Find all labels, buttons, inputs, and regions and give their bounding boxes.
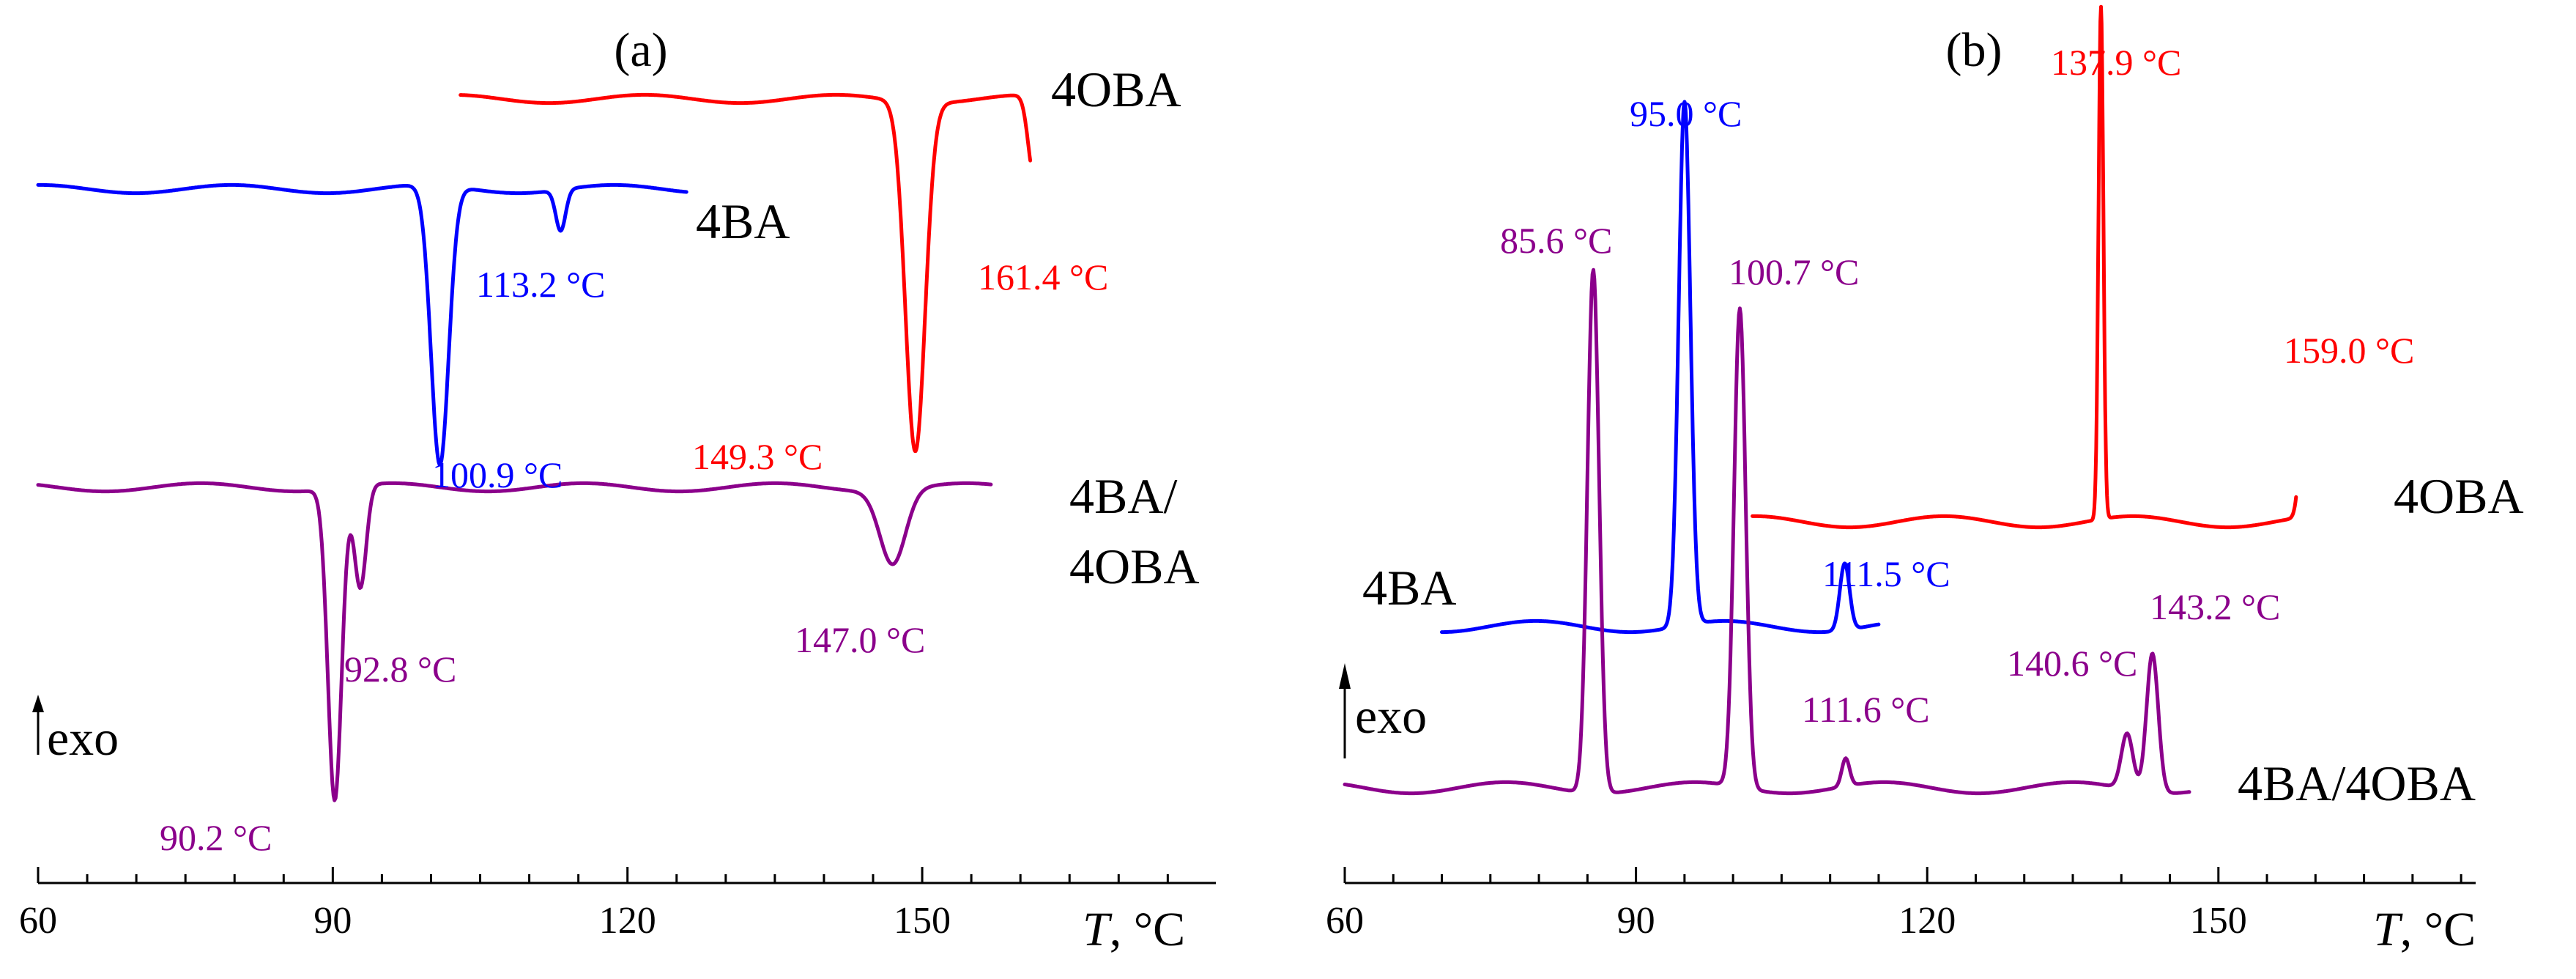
panel-b-peak-label: 111.5 °C [1822,553,1950,594]
panel-b-x-axis-title: T, °C [2373,903,2476,956]
panel-a-tick-label: 150 [894,900,951,942]
panel-a-tick-label: 90 [313,900,352,942]
panel-b-peak-label: 85.6 °C [1500,220,1612,261]
panel-b: (b) T, °C exo 60 90 120 150 4OBA 4BA 4BA/4O… [1326,4,2524,956]
panel-b-series-4ba-line [1440,100,1881,635]
panel-b-peak-label: 143.2 °C [2150,586,2280,627]
panel-a-4oba-name: 4OBA [1051,62,1181,117]
panel-b-peak-label: 100.7 °C [1729,251,1859,292]
panel-a-x-var: T [1083,903,1113,956]
panel-a-tick-label: 120 [599,900,656,942]
panel-b-x-unit: , °C [2400,903,2476,956]
panel-a-series-4ba-line [36,182,688,467]
panel-a-peak-label: 92.8 °C [344,649,456,690]
panel-a-peak-label: 149.3 °C [692,436,823,477]
panel-a-tick-label: 60 [19,900,57,942]
panel-a-series-4ba-4oba-line [36,481,993,802]
panel-b-peak-label: 140.6 °C [2007,643,2137,684]
panel-a-peak-label: 113.2 °C [476,264,606,305]
panel-b-peak-label: 137.9 °C [2051,42,2181,83]
panel-b-tick-label: 150 [2190,900,2247,942]
panel-b-title: (b) [1946,23,2002,77]
panel-b-peak-label: 159.0 °C [2284,330,2414,371]
panel-a-exo-indicator: exo [32,695,119,766]
panel-a-4ba-name: 4BA [696,193,790,249]
panel-a-x-unit: , °C [1110,903,1185,956]
panel-a-mix-name: 4BA/ 4OBA [1069,468,1200,594]
panel-b-peak-label: 111.6 °C [1802,689,1930,730]
panel-a-peak-label: 147.0 °C [795,619,925,660]
panel-a-series-4oba-line [459,92,1033,454]
panel-b-4ba-name: 4BA [1362,560,1456,616]
panel-b-exo-indicator: exo [1339,663,1427,758]
panel-b-series-4oba-line [1751,4,2298,530]
panel-b-x-var: T [2373,903,2403,956]
panel-a-mix-name-line1: 4BA/ [1069,468,1177,524]
panel-a-peak-label: 161.4 °C [978,256,1108,298]
panel-a-peak-label: 90.2 °C [160,817,272,858]
panel-b-tick-label: 120 [1898,900,1956,942]
panel-a-y-label: exo [47,710,119,766]
panel-b-tick-label: 60 [1326,900,1364,942]
panel-a: (a) T, °C exo 60 90 120 150 4OBA 4BA 4BA/ 4… [19,23,1216,956]
panel-b-mix-name: 4BA/4OBA [2238,756,2476,811]
panel-b-4oba-name: 4OBA [2394,468,2524,524]
panel-b-tick-label: 90 [1617,900,1655,942]
panel-b-series-4ba-4oba-line [1343,267,2191,796]
panel-a-title: (a) [614,23,667,77]
panel-b-y-label: exo [1355,688,1427,744]
panel-b-peak-label: 95.0 °C [1630,93,1742,134]
panel-a-x-axis-title: T, °C [1083,903,1185,956]
panel-a-mix-name-line2: 4OBA [1069,539,1200,594]
panel-a-peak-label: 100.9 °C [432,454,563,495]
